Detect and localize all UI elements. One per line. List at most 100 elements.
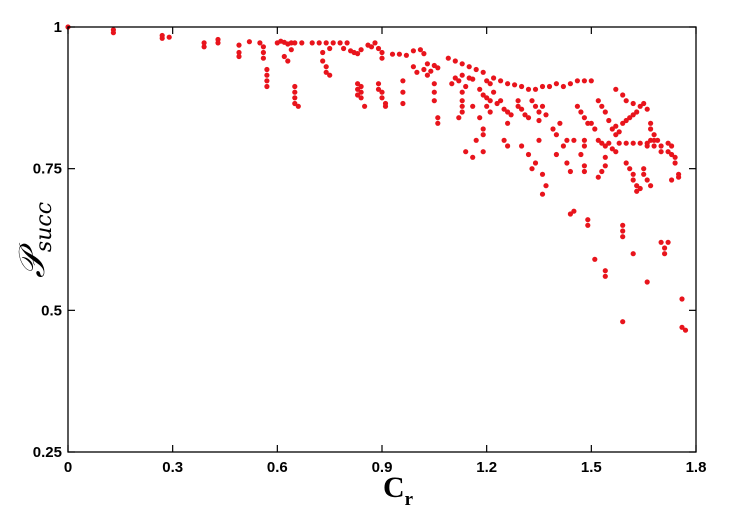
data-point — [578, 151, 584, 158]
data-point — [299, 40, 305, 46]
data-point — [630, 177, 636, 183]
data-point — [487, 109, 493, 115]
data-point — [463, 83, 469, 90]
data-point — [616, 140, 622, 146]
data-point — [665, 140, 671, 146]
data-point — [494, 100, 500, 107]
x-axis-title: Cr — [383, 471, 414, 510]
data-point — [505, 81, 511, 87]
data-point — [355, 81, 361, 87]
data-point — [620, 228, 626, 234]
data-point — [424, 61, 430, 67]
data-point — [606, 117, 612, 124]
data-point — [166, 34, 172, 40]
data-point — [557, 120, 563, 126]
data-point — [669, 143, 675, 149]
data-point — [637, 140, 643, 146]
data-point — [595, 174, 601, 180]
data-point — [665, 239, 671, 245]
data-point — [201, 44, 207, 50]
data-point — [581, 168, 588, 175]
data-point — [550, 126, 556, 132]
data-point — [421, 66, 427, 73]
data-point — [477, 115, 483, 121]
data-point — [473, 66, 479, 73]
data-point — [414, 69, 420, 75]
data-point — [292, 83, 298, 90]
y-tick-label: 0.75 — [33, 161, 62, 178]
data-point — [330, 40, 336, 46]
data-point — [648, 126, 654, 132]
data-point — [452, 75, 458, 81]
data-point — [484, 103, 490, 109]
data-point — [431, 98, 437, 104]
data-point — [581, 78, 588, 84]
data-point — [669, 151, 675, 158]
data-point — [396, 51, 402, 57]
data-point — [435, 65, 441, 71]
data-point — [627, 115, 633, 121]
data-point — [459, 61, 465, 67]
data-point — [368, 44, 375, 50]
data-point — [341, 45, 347, 52]
data-point — [459, 109, 465, 115]
x-tick-label: 0.6 — [267, 459, 288, 476]
x-tick-label: 1.5 — [581, 459, 602, 476]
data-point — [648, 120, 654, 126]
data-point — [564, 160, 570, 166]
data-point — [651, 132, 657, 138]
data-point — [288, 47, 294, 53]
data-point — [571, 137, 577, 143]
data-point — [644, 177, 650, 183]
data-point — [532, 160, 539, 166]
y-axis-title-subscript: succ — [32, 202, 57, 252]
data-point — [567, 211, 574, 217]
data-point — [487, 81, 493, 87]
data-point — [623, 117, 629, 124]
data-point — [581, 115, 588, 121]
data-point — [449, 81, 455, 87]
data-point — [609, 146, 615, 152]
data-point — [459, 98, 465, 104]
data-point — [620, 222, 626, 228]
data-point — [424, 72, 430, 78]
data-point — [501, 106, 507, 112]
data-point — [480, 132, 486, 138]
data-point — [592, 126, 598, 132]
data-point — [400, 78, 406, 84]
data-point — [651, 143, 657, 149]
data-point — [480, 126, 486, 132]
data-point — [662, 245, 668, 251]
data-point — [581, 163, 588, 169]
data-point — [602, 163, 608, 169]
data-point — [634, 183, 640, 189]
data-point — [264, 66, 270, 73]
data-point — [355, 86, 361, 92]
data-point — [672, 154, 678, 160]
data-point — [285, 58, 291, 64]
data-point — [669, 177, 675, 183]
data-point — [585, 217, 591, 223]
data-point — [459, 89, 465, 95]
data-point — [110, 30, 116, 36]
data-point — [505, 143, 511, 149]
data-point — [546, 83, 553, 90]
data-point — [428, 68, 434, 74]
data-point — [375, 86, 382, 92]
data-point — [679, 324, 685, 330]
data-point — [410, 48, 416, 54]
data-point — [637, 103, 643, 109]
data-point — [421, 51, 427, 57]
data-point — [623, 140, 629, 146]
y-tick-label: 1 — [54, 19, 62, 36]
data-point — [644, 143, 650, 149]
data-point — [616, 129, 622, 135]
data-point — [630, 140, 636, 146]
data-point — [634, 188, 640, 194]
data-point — [662, 251, 668, 257]
x-axis-title-subscript: r — [405, 489, 414, 510]
data-point — [515, 103, 521, 109]
data-point — [358, 89, 364, 95]
data-point — [560, 143, 567, 149]
data-point — [344, 40, 350, 46]
